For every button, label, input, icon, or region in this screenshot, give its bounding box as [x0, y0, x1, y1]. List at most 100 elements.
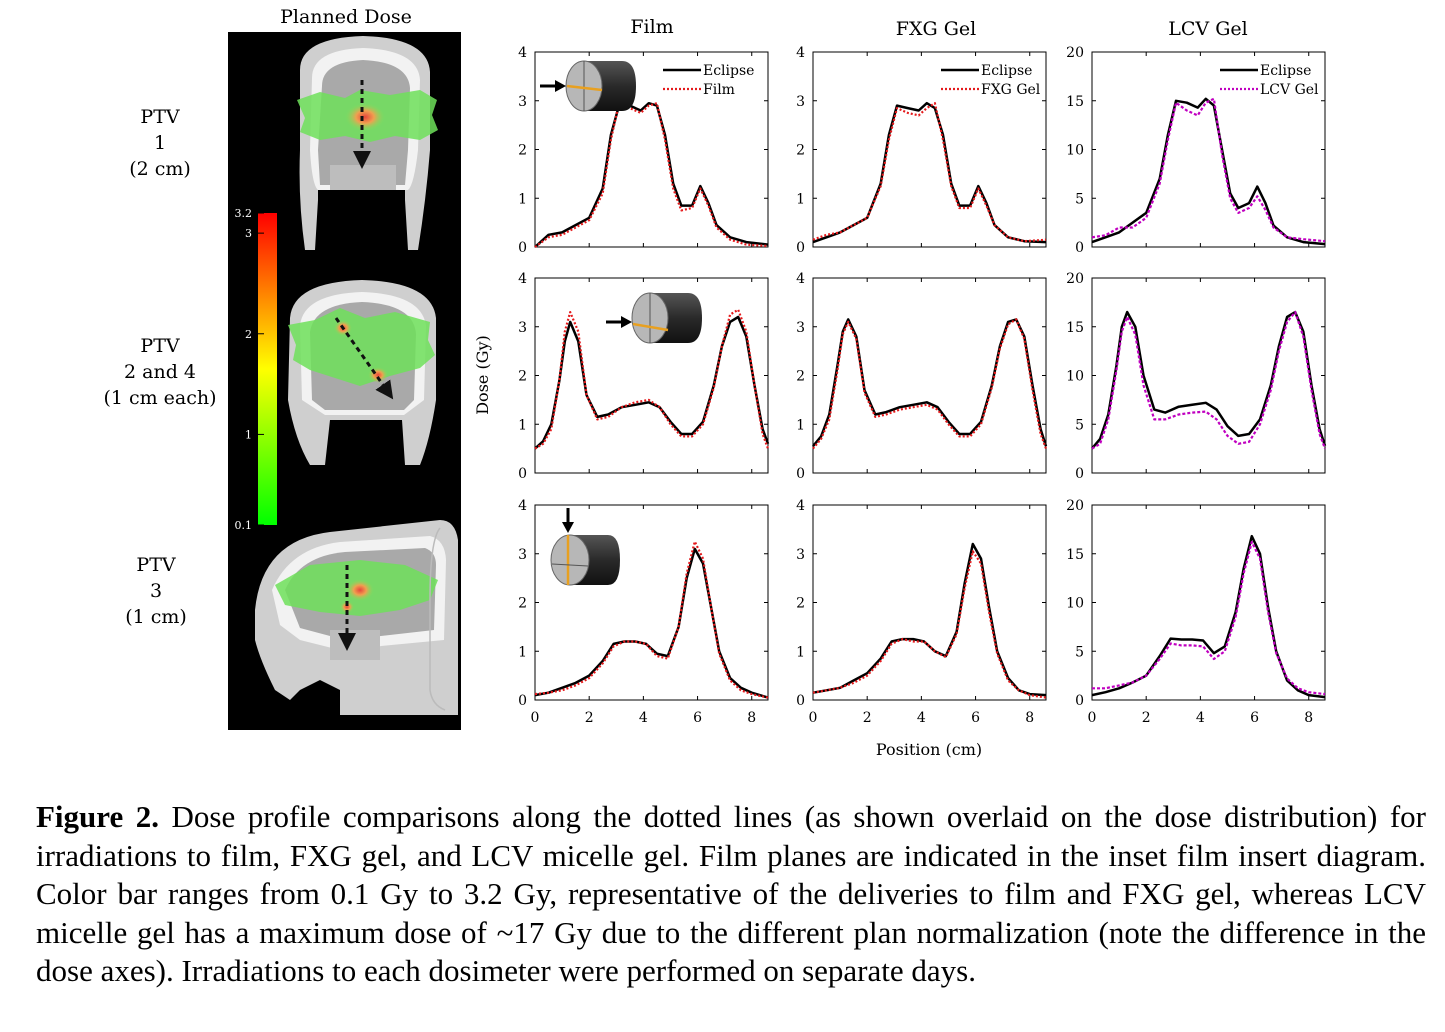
series-line-fxg-gel [812, 318, 1048, 450]
x-tick-label: 2 [585, 710, 594, 726]
planned-dose-title: Planned Dose [280, 6, 412, 28]
plot-frame [812, 277, 1047, 474]
colorbar-tick-label: 1 [245, 428, 252, 441]
y-tick-label: 15 [1066, 547, 1084, 563]
x-tick-label: 8 [1304, 710, 1313, 726]
x-tick-label: 2 [863, 710, 872, 726]
y-tick-label: 1 [518, 417, 527, 433]
ptv1-name: PTV [140, 106, 179, 128]
y-tick-label: 3 [796, 94, 805, 110]
series-line-fxg-gel [812, 550, 1047, 699]
y-tick-label: 4 [518, 271, 527, 287]
ptv3-number: 3 [150, 580, 162, 602]
plot-frame [1091, 277, 1326, 474]
y-tick-label: 2 [518, 143, 527, 159]
y-tick-label: 2 [518, 369, 527, 385]
series-line-film [534, 540, 769, 699]
plot-row3-film: 0 1 2 3 4 0 2 4 6 8 [518, 498, 769, 726]
plot-row1-film: 0 1 2 3 4 Eclipse Film [518, 45, 769, 256]
y-tick-label: 0 [1075, 466, 1084, 482]
x-tick-label: 0 [809, 710, 818, 726]
y-tick-label: 1 [796, 417, 805, 433]
plot-frame [812, 504, 1047, 701]
y-tick-label: 20 [1066, 45, 1084, 61]
y-tick-label: 3 [796, 547, 805, 563]
y-tick-label: 0 [518, 693, 527, 709]
x-tick-label: 4 [1196, 710, 1205, 726]
series-line-eclipse [1091, 97, 1326, 246]
caption-label: Figure 2. [36, 799, 159, 834]
x-tick-label: 0 [1088, 710, 1097, 726]
colorbar-tick-label: 2 [245, 328, 252, 341]
ptv1-size: (2 cm) [129, 158, 191, 180]
y-tick-label: 2 [796, 596, 805, 612]
ptv3-name: PTV [136, 554, 175, 576]
legend-label: Eclipse [1260, 63, 1311, 79]
y-tick-label: 0 [796, 693, 805, 709]
x-tick-label: 4 [639, 710, 648, 726]
legend-label: LCV Gel [1260, 82, 1319, 98]
x-axis-label: Position (cm) [876, 740, 982, 759]
y-tick-label: 3 [518, 320, 527, 336]
series-line-film [534, 308, 770, 450]
x-tick-label: 8 [1025, 710, 1034, 726]
plot-row2-film: 0 1 2 3 4 [518, 271, 770, 482]
y-tick-label: 20 [1066, 498, 1084, 514]
series-line-lcv-gel [1091, 97, 1326, 243]
series-line-eclipse [534, 315, 770, 450]
y-tick-label: 4 [796, 45, 805, 61]
ptv2-size: (1 cm each) [103, 387, 216, 409]
plot-row3-fxg-gel: 0 1 2 3 4 0 2 4 6 8 [796, 498, 1047, 726]
y-tick-label: 2 [796, 369, 805, 385]
y-tick-label: 0 [518, 240, 527, 256]
colorbar-ticks: 3.2 3 2 1 0.1 [235, 207, 264, 532]
x-tick-label: 4 [917, 710, 926, 726]
plot-row1-fxg-gel: 0 1 2 3 4 Eclipse FXG Gel [796, 45, 1047, 256]
y-tick-label: 1 [796, 191, 805, 207]
y-tick-label: 4 [518, 45, 527, 61]
legend-label: Eclipse [981, 63, 1032, 79]
series-line-lcv-gel [1092, 540, 1326, 696]
y-tick-label: 3 [518, 94, 527, 110]
y-tick-label: 0 [518, 466, 527, 482]
y-tick-label: 15 [1066, 94, 1084, 110]
y-tick-label: 2 [796, 143, 805, 159]
x-tick-label: 0 [531, 710, 540, 726]
series-line-eclipse [1091, 310, 1327, 450]
head-slice-ptv2-4 [288, 280, 436, 465]
y-tick-label: 5 [1075, 644, 1084, 660]
y-tick-label: 0 [1075, 240, 1084, 256]
plot-row1-lcv-gel: 0 5 10 15 20 Eclipse LCV Gel [1066, 45, 1326, 256]
film-plane-inset-row1 [540, 60, 636, 112]
y-tick-label: 1 [796, 644, 805, 660]
series-line-eclipse [812, 101, 1047, 244]
column-title-fxg: FXG Gel [896, 18, 976, 40]
y-tick-label: 0 [1075, 693, 1084, 709]
series-line-fxg-gel [812, 102, 1047, 243]
ptv2-number: 2 and 4 [124, 361, 196, 383]
x-tick-label: 6 [1250, 710, 1259, 726]
plot-row2-fxg-gel: 0 1 2 3 4 [796, 271, 1048, 482]
caption-text: Dose profile comparisons along the dotte… [36, 799, 1426, 988]
y-tick-label: 4 [518, 498, 527, 514]
y-tick-label: 10 [1066, 143, 1084, 159]
plot-frame [534, 504, 769, 701]
y-tick-label: 0 [796, 466, 805, 482]
series-line-eclipse [534, 547, 769, 699]
y-tick-label: 3 [518, 547, 527, 563]
ptv1-number: 1 [154, 132, 166, 154]
ptv3-size: (1 cm) [125, 606, 187, 628]
x-tick-label: 2 [1142, 710, 1151, 726]
plot-frame [1091, 504, 1326, 701]
film-plane-inset-row3 [550, 508, 620, 586]
colorbar-tick-label: 3 [245, 227, 252, 240]
y-tick-label: 0 [796, 240, 805, 256]
film-plane-inset-row2 [606, 292, 702, 344]
y-tick-label: 1 [518, 644, 527, 660]
series-line-film [534, 102, 769, 248]
head-slice-ptv1 [297, 36, 438, 250]
y-tick-label: 5 [1075, 417, 1084, 433]
ptv2-name: PTV [140, 335, 179, 357]
y-tick-label: 2 [518, 596, 527, 612]
y-axis-label: Dose (Gy) [473, 335, 492, 415]
